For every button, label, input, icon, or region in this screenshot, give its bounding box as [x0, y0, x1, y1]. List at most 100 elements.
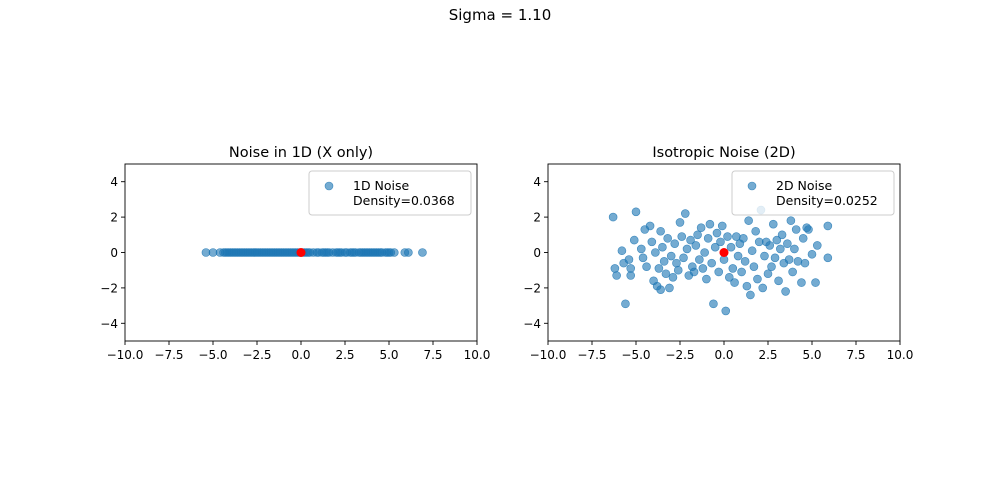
- data-point: [804, 225, 813, 234]
- data-point: [670, 239, 680, 248]
- data-point: [717, 221, 727, 231]
- origin-point: [296, 248, 306, 257]
- data-point: [617, 246, 627, 256]
- data-point: [612, 271, 621, 280]
- data-point: [689, 267, 699, 277]
- data-point: [767, 262, 776, 271]
- x-tick-label: −10.0: [530, 348, 567, 362]
- x-tick-label: −10.0: [107, 348, 144, 362]
- data-point: [686, 235, 695, 245]
- data-point: [800, 258, 810, 268]
- x-tick-label: 2.5: [758, 348, 777, 362]
- data-point: [739, 234, 748, 243]
- data-point: [680, 209, 690, 218]
- data-point: [418, 248, 427, 257]
- subplot-title: Noise in 1D (X only): [229, 145, 373, 161]
- data-point: [724, 272, 734, 282]
- data-point: [679, 253, 688, 263]
- data-point: [772, 235, 782, 245]
- data-point: [723, 232, 732, 241]
- data-point: [675, 218, 685, 227]
- data-point: [823, 221, 833, 231]
- data-point: [811, 278, 820, 287]
- data-point: [744, 216, 753, 225]
- data-point: [659, 257, 669, 266]
- data-point: [707, 258, 716, 268]
- x-tick-label: 0.0: [291, 348, 310, 362]
- data-point: [733, 251, 743, 261]
- data-point: [636, 244, 646, 254]
- data-point: [786, 216, 796, 225]
- data-point: [672, 258, 681, 268]
- data-point: [621, 299, 630, 309]
- figure-suptitle: Sigma = 1.10: [448, 6, 552, 24]
- y-tick-label: −4: [100, 317, 118, 331]
- data-point: [781, 287, 790, 296]
- data-point: [651, 248, 660, 257]
- legend-box: [308, 170, 472, 216]
- x-tick-label: 10.0: [887, 348, 914, 362]
- x-tick-label: −2.5: [665, 348, 694, 362]
- data-point: [716, 237, 725, 247]
- data-point: [721, 306, 731, 316]
- data-point: [608, 212, 618, 222]
- data-point: [700, 248, 709, 257]
- y-tick-label: 4: [533, 175, 541, 189]
- data-point: [726, 242, 736, 252]
- data-point: [812, 241, 822, 250]
- data-point: [732, 232, 741, 241]
- data-point: [705, 219, 715, 229]
- data-point: [768, 219, 778, 229]
- data-point: [793, 257, 803, 266]
- data-point: [645, 221, 655, 231]
- x-tick-label: −7.5: [154, 348, 183, 362]
- data-point: [663, 234, 672, 243]
- data-point: [695, 255, 704, 264]
- data-point: [758, 283, 768, 293]
- data-point: [777, 230, 787, 240]
- x-tick-label: −5.0: [621, 348, 650, 362]
- data-point: [389, 248, 399, 257]
- data-point: [677, 232, 687, 241]
- data-point: [696, 223, 706, 233]
- data-point: [661, 269, 671, 279]
- data-point: [784, 255, 794, 264]
- data-point: [693, 230, 702, 240]
- data-point: [703, 234, 713, 243]
- y-tick-label: 0: [533, 246, 541, 260]
- data-point: [763, 269, 773, 279]
- legend-marker: [324, 181, 334, 191]
- x-tick-label: 7.5: [846, 348, 865, 362]
- y-tick-label: 2: [533, 211, 541, 225]
- x-tick-label: 2.5: [335, 348, 354, 362]
- y-tick-label: 0: [110, 246, 118, 260]
- legend-box: [731, 170, 895, 216]
- data-point: [823, 253, 833, 263]
- data-point: [404, 248, 413, 257]
- data-point: [770, 253, 780, 263]
- data-point: [658, 242, 667, 252]
- data-point: [783, 239, 792, 248]
- data-point: [730, 278, 739, 287]
- data-point: [798, 234, 808, 243]
- data-point: [691, 241, 701, 250]
- data-point: [624, 255, 634, 264]
- data-point: [642, 262, 651, 271]
- legend-marker: [747, 181, 757, 191]
- x-tick-label: 0.0: [714, 348, 733, 362]
- data-point: [751, 226, 760, 236]
- x-tick-label: 10.0: [464, 348, 491, 362]
- data-point: [712, 228, 722, 238]
- data-point: [774, 276, 783, 286]
- data-point: [765, 241, 775, 250]
- data-point: [728, 264, 738, 273]
- data-point: [638, 253, 648, 263]
- data-point: [656, 285, 665, 294]
- data-point: [737, 267, 746, 277]
- data-point: [747, 246, 757, 256]
- legend-label: 2D Noise: [776, 178, 833, 193]
